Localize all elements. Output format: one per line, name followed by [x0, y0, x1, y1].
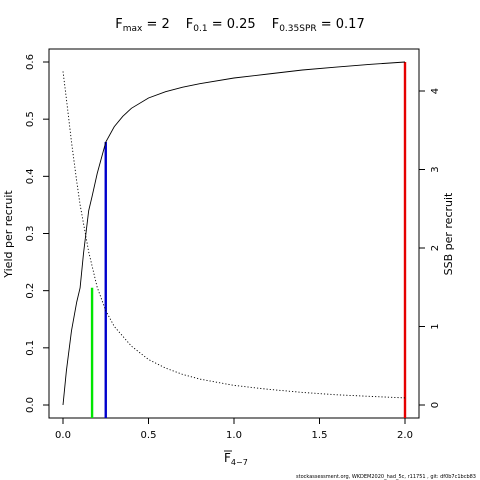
ssb-per-recruit-line: [62, 71, 406, 399]
axes: 0.0 0.5 1.0 1.5 2.0 0.0 0.1 0.2 0.3 0.4 0.5 0.6 0 1 2 3…: [25, 54, 441, 441]
reference-lines: [90, 62, 407, 418]
title-fmax-value: = 2: [142, 17, 169, 32]
y-tick-label: 0.0: [25, 397, 36, 413]
chart-title: Fmax = 2 F0.1 = 0.25 F0.35SPR = 0.17: [115, 17, 364, 34]
y2-tick-label: 0: [430, 402, 441, 408]
x-axis-label-sub: 4−7: [231, 458, 248, 467]
y-tick-label: 0.6: [25, 54, 36, 70]
y-axis-label: Yield per recruit: [2, 190, 15, 279]
y-tick-label: 0.4: [25, 168, 36, 184]
y2-axis-label: SSB per recruit: [442, 192, 455, 275]
title-fspr-sub: 0.35SPR: [279, 24, 316, 34]
title-f01-label: F: [186, 17, 193, 32]
y-tick-label: 0.1: [25, 340, 36, 356]
title-f01-sub: 0.1: [193, 24, 207, 34]
y-tick-label: 0.3: [25, 226, 36, 242]
y2-tick-label: 1: [430, 323, 441, 329]
y2-tick-label: 4: [430, 88, 441, 94]
y2-tick-label: 2: [430, 245, 441, 251]
x-axis-label: F4−7: [224, 450, 248, 467]
y-tick-label: 0.5: [25, 111, 36, 127]
y-tick-label: 0.2: [25, 283, 36, 299]
x-tick-label: 2.0: [397, 430, 413, 441]
x-tick-label: 0.0: [55, 430, 71, 441]
y2-tick-label: 3: [430, 166, 441, 172]
x-axis-label-text: F4−7: [224, 451, 248, 467]
x-tick-label: 1.5: [312, 430, 328, 441]
title-fspr-label: F: [272, 17, 279, 32]
title-fmax-sub: max: [123, 24, 143, 34]
x-tick-label: 1.0: [226, 430, 242, 441]
title-fmax-label: F: [115, 17, 122, 32]
x-tick-label: 0.5: [141, 430, 157, 441]
yield-per-recruit-line: [62, 61, 406, 406]
title-fspr-value: = 0.17: [317, 17, 365, 32]
footer-text: stockassessment.org, WKDEM2020_had_5c, r…: [296, 474, 476, 480]
title-f01-value: = 0.25: [208, 17, 256, 32]
plot-frame: [48, 48, 420, 419]
curves: [62, 61, 406, 406]
x-axis-label-main: F: [224, 451, 231, 465]
